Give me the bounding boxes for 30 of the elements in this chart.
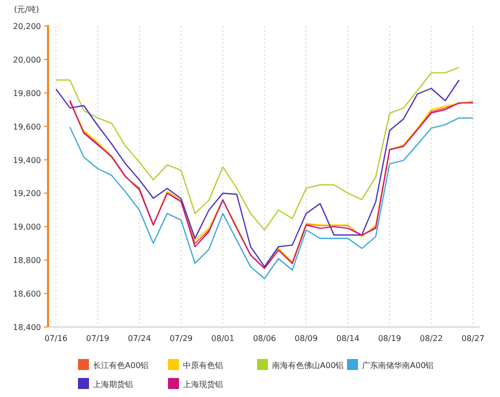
legend-label: 上海期货铝 bbox=[93, 380, 133, 389]
x-tick-label: 07/16 bbox=[44, 334, 68, 343]
y-tick-label: 18,800 bbox=[13, 256, 41, 266]
x-tick-label: 08/19 bbox=[378, 334, 402, 343]
x-tick-label: 07/19 bbox=[86, 334, 110, 343]
line-series bbox=[55, 79, 460, 268]
legend-label: 中原有色铝 bbox=[183, 361, 223, 370]
y-tick-label: 20,000 bbox=[13, 55, 41, 64]
y-tick-label: 18,400 bbox=[13, 323, 41, 332]
x-tick-label: 07/24 bbox=[128, 334, 151, 343]
x-tick-label: 08/09 bbox=[294, 334, 318, 343]
x-tick-label: 08/01 bbox=[211, 334, 234, 343]
y-tick-label: 19,000 bbox=[13, 222, 41, 232]
legend-label: 上海现货铝 bbox=[183, 380, 223, 389]
legend-label: 长江有色A00铝 bbox=[93, 361, 149, 370]
y-axis-title: (元/吨) bbox=[14, 5, 39, 14]
x-tick-label: 08/27 bbox=[461, 334, 485, 343]
y-tick-label: 20,200 bbox=[13, 22, 41, 31]
x-tick-label: 07/29 bbox=[170, 334, 193, 343]
line-series bbox=[55, 66, 460, 231]
y-tick-label: 19,800 bbox=[13, 88, 41, 98]
y-tick-label: 19,600 bbox=[13, 122, 41, 132]
legend-label: 南海有色佛山A00铝 bbox=[272, 361, 344, 370]
y-tick-label: 18,600 bbox=[13, 290, 41, 299]
y-tick-label: 19,400 bbox=[13, 156, 41, 165]
legend-label: 广东南储华南A00铝 bbox=[362, 361, 434, 370]
x-tick-label: 08/06 bbox=[252, 334, 276, 343]
y-tick-label: 19,200 bbox=[13, 189, 41, 198]
x-tick-label: 08/22 bbox=[420, 334, 443, 343]
x-tick-label: 08/14 bbox=[336, 334, 360, 343]
